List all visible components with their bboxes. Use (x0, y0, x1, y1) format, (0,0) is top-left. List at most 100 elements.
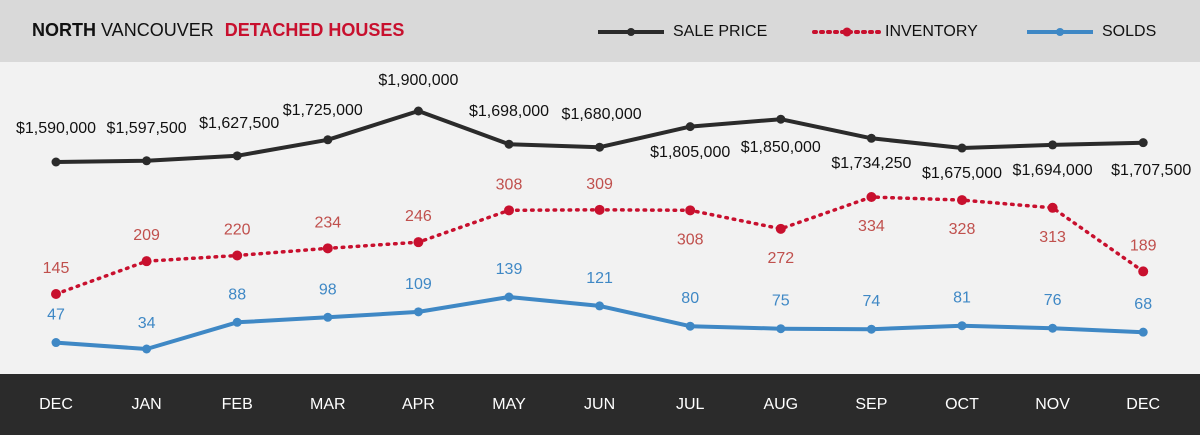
legend-inventory-label: INVENTORY (885, 23, 978, 40)
solds-label-12: 68 (1134, 296, 1152, 313)
x-tick-label-10: OCT (945, 396, 979, 413)
sale-price-label-11: $1,694,000 (1013, 162, 1093, 179)
data-point-solds-3 (323, 312, 333, 322)
x-tick-label-8: AUG (763, 396, 799, 413)
sale-price-label-3: $1,725,000 (283, 102, 363, 119)
inventory-label-12: 189 (1130, 237, 1157, 254)
inventory-label-7: 308 (677, 231, 704, 248)
x-tick-label-9: SEP (855, 396, 888, 413)
inventory-label-3: 234 (314, 214, 341, 231)
chart-header: NORTH VANCOUVER DETACHED HOUSES SALE PRI… (0, 0, 1200, 62)
data-point-sale-price-1 (142, 156, 152, 166)
data-point-solds-7 (685, 321, 695, 331)
inventory-label-2: 220 (224, 222, 251, 239)
data-point-inventory-10 (957, 195, 967, 206)
data-point-sale-price-2 (232, 151, 242, 161)
inventory-label-11: 313 (1039, 229, 1066, 246)
data-point-solds-1 (142, 344, 152, 354)
data-point-inventory-1 (141, 256, 152, 267)
inventory-label-4: 246 (405, 208, 432, 225)
data-point-solds-6 (595, 301, 605, 311)
sale-price-label-9: $1,734,250 (831, 155, 911, 172)
sale-price-label-6: $1,680,000 (562, 106, 642, 123)
data-point-inventory-0 (51, 289, 61, 299)
legend-inventory-swatch (812, 27, 882, 37)
line-chart-plot: $1,590,000 $1,597,500 $1,627,500$1,725,000… (16, 72, 1191, 354)
data-point-sale-price-4 (413, 106, 423, 116)
data-point-solds-4 (413, 307, 423, 317)
inventory-label-1: 209 (133, 227, 160, 244)
data-point-inventory-8 (775, 223, 786, 234)
x-tick-label-1: JAN (131, 396, 162, 413)
x-axis-bar: DEC JAN FEB MAR APR MAY JUN JUL AUG SEP OCT NOV DEC (0, 374, 1200, 435)
data-point-sale-price-11 (1048, 140, 1058, 150)
data-point-inventory-11 (1047, 202, 1058, 213)
data-point-inventory-12 (1138, 266, 1149, 277)
data-point-inventory-2 (232, 250, 243, 261)
data-point-inventory-3 (322, 243, 333, 254)
solds-label-8: 75 (772, 293, 790, 310)
sale-price-label-0: $1,590,000 (16, 120, 96, 137)
data-point-solds-9 (866, 324, 876, 334)
legend-solds-label: SOLDS (1102, 23, 1157, 40)
solds-label-7: 80 (681, 290, 699, 307)
data-point-solds-10 (957, 321, 967, 331)
data-point-sale-price-0 (51, 157, 61, 167)
legend-sale-price-label: SALE PRICE (673, 23, 768, 40)
data-point-inventory-9 (866, 192, 877, 202)
x-tick-label-3: MAR (310, 396, 346, 413)
solds-label-5: 139 (496, 261, 523, 278)
solds-label-0: 47 (47, 307, 65, 324)
inventory-label-5: 308 (496, 176, 523, 193)
solds-label-4: 109 (405, 276, 432, 293)
sale-price-label-10: $1,675,000 (922, 165, 1002, 182)
data-point-inventory-6 (594, 204, 605, 215)
data-point-sale-price-3 (323, 135, 333, 145)
sale-price-label-8: $1,850,000 (741, 139, 821, 156)
data-point-inventory-7 (685, 205, 696, 216)
x-tick-label-0: DEC (39, 396, 73, 413)
solds-label-2: 88 (228, 286, 246, 303)
data-point-solds-0 (51, 338, 61, 348)
data-point-solds-11 (1048, 323, 1058, 333)
x-tick-label-6: JUN (584, 396, 616, 413)
data-point-sale-price-12 (1138, 138, 1148, 148)
sale-price-label-1: $1,597,500 (107, 120, 187, 137)
data-point-sale-price-5 (504, 139, 514, 149)
inventory-label-8: 272 (767, 250, 794, 267)
inventory-label-6: 309 (586, 176, 613, 193)
data-point-solds-2 (232, 317, 242, 327)
chart-title: NORTH VANCOUVER DETACHED HOUSES (32, 20, 404, 41)
solds-label-9: 74 (863, 293, 881, 310)
solds-label-3: 98 (319, 281, 337, 298)
legend-solds-swatch (1027, 28, 1093, 36)
data-point-solds-8 (776, 324, 786, 334)
inventory-label-10: 328 (949, 221, 976, 238)
sale-price-label-12: $1,707,500 (1111, 162, 1191, 179)
x-tick-label-7: JUL (675, 396, 705, 413)
x-tick-label-2: FEB (221, 396, 253, 413)
solds-label-6: 121 (586, 270, 613, 287)
title-property-type: DETACHED HOUSES (224, 20, 405, 40)
x-tick-label-4: APR (401, 396, 435, 413)
data-point-sale-price-10 (957, 143, 967, 153)
data-point-sale-price-6 (595, 142, 605, 152)
sale-price-label-7: $1,805,000 (650, 144, 730, 161)
legend-sale-price-swatch (598, 28, 664, 36)
x-tick-label-5: MAY (492, 396, 526, 413)
x-tick-label-12: DEC (1126, 396, 1161, 413)
solds-label-1: 34 (138, 315, 156, 332)
data-point-solds-12 (1138, 327, 1148, 337)
x-tick-label-11: NOV (1035, 396, 1070, 413)
data-point-sale-price-8 (776, 114, 786, 124)
inventory-label-9: 334 (858, 218, 885, 235)
sale-price-label-5: $1,698,000 (469, 103, 549, 120)
data-point-inventory-5 (504, 205, 514, 216)
solds-label-10: 81 (953, 290, 971, 307)
data-point-sale-price-9 (866, 133, 876, 143)
title-city: VANCOUVER (101, 20, 214, 40)
data-point-inventory-4 (413, 237, 424, 248)
sale-price-label-2: $1,627,500 (199, 115, 279, 132)
solds-label-11: 76 (1044, 292, 1062, 309)
data-point-sale-price-7 (685, 122, 695, 132)
